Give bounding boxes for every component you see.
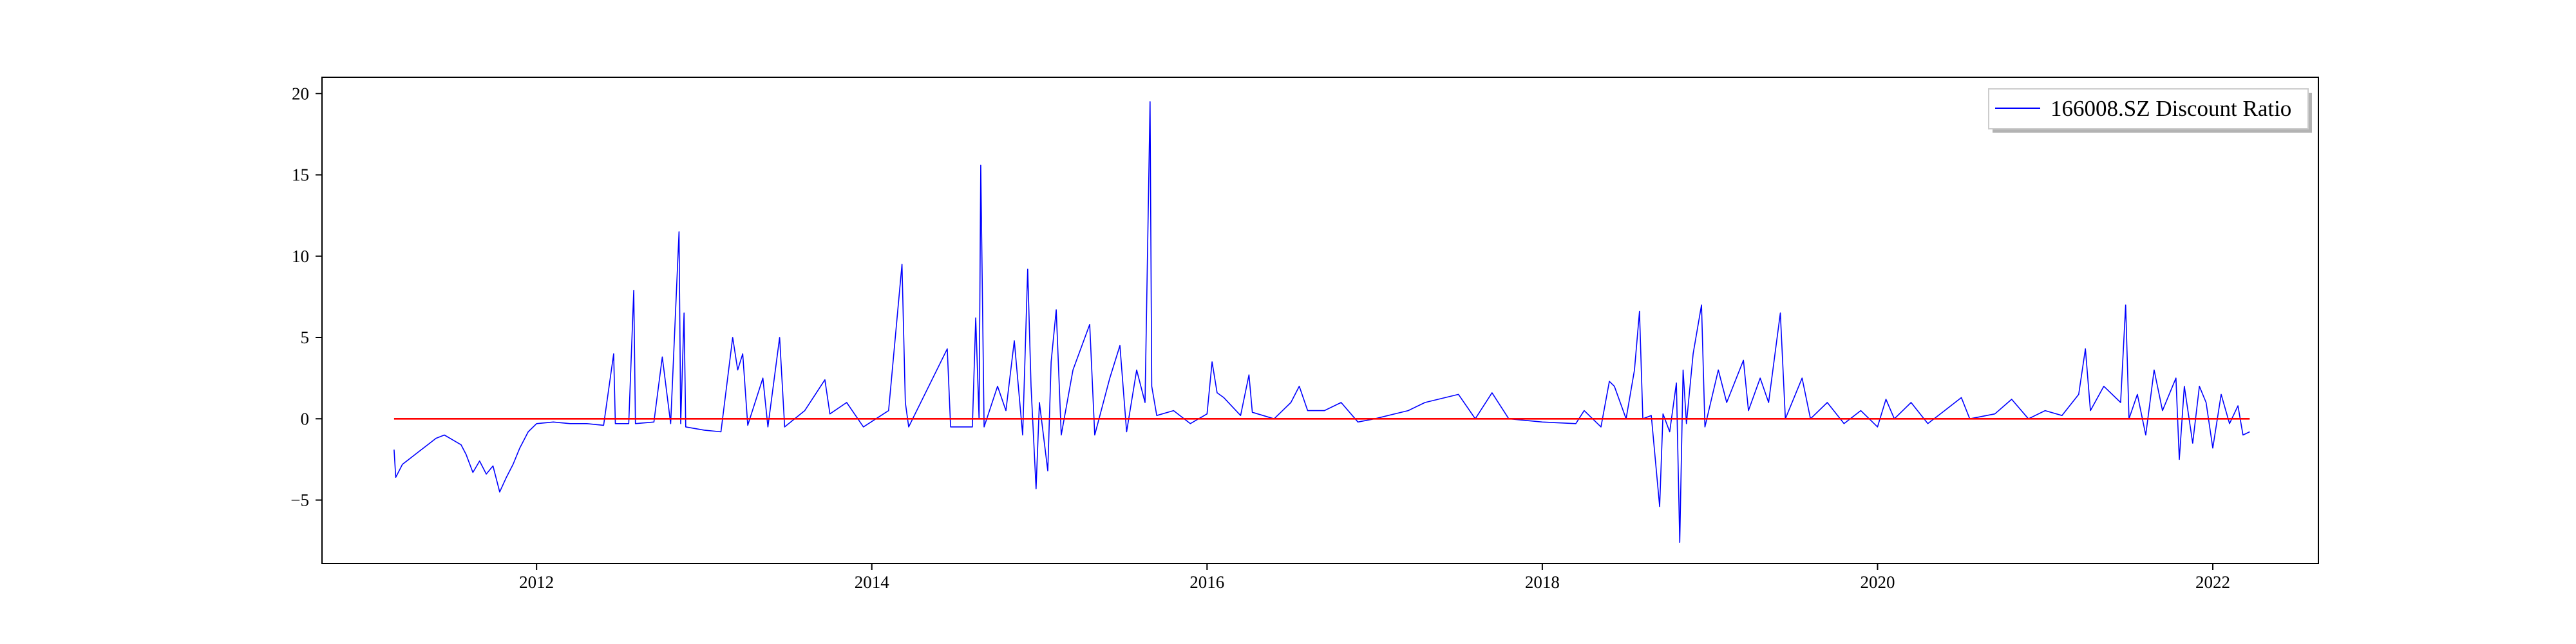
series-layer <box>393 101 2250 543</box>
legend-box <box>1988 88 2309 129</box>
x-tick-label: 2020 <box>1860 573 1895 592</box>
series-line-discount-ratio <box>393 101 2250 543</box>
x-axis: 2012 2014 2016 2018 2020 2022 <box>519 564 2230 592</box>
y-tick-label: 5 <box>301 328 310 347</box>
y-tick-label: 0 <box>301 409 310 428</box>
x-tick-label: 2022 <box>2195 573 2230 592</box>
y-tick-label: −5 <box>290 491 309 510</box>
x-tick-label: 2018 <box>1525 573 1560 592</box>
x-tick-label: 2012 <box>519 573 554 592</box>
y-tick-label: 20 <box>292 84 309 103</box>
y-tick-label: 10 <box>292 247 309 266</box>
y-axis: −5 0 5 10 15 20 <box>290 84 322 510</box>
legend: 166008.SZ Discount Ratio <box>1988 88 2312 133</box>
plot-frame <box>321 77 2319 564</box>
y-tick-label: 15 <box>292 166 309 185</box>
x-tick-label: 2016 <box>1189 573 1224 592</box>
legend-label: 166008.SZ Discount Ratio <box>2050 96 2291 121</box>
x-tick-label: 2014 <box>855 573 890 592</box>
